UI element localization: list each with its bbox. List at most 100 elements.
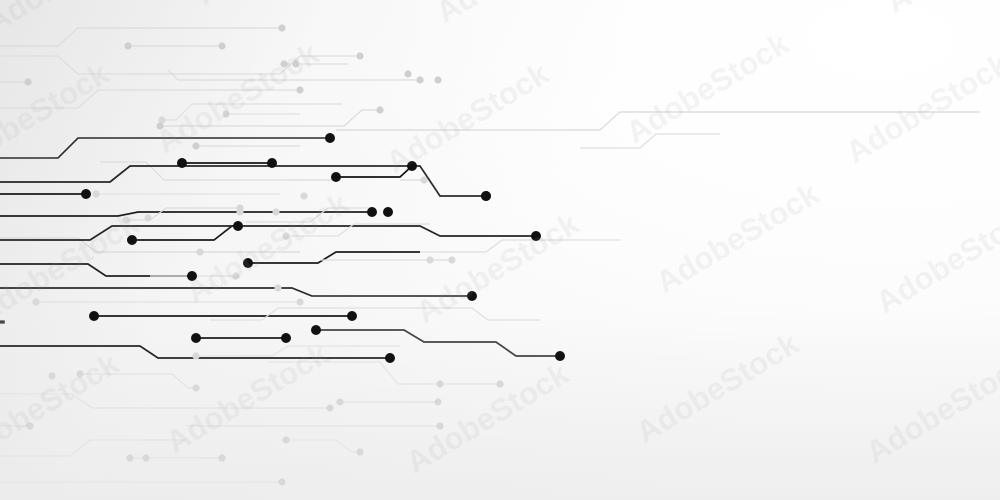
circuit-trace xyxy=(0,137,330,159)
trace-node-end xyxy=(296,298,304,306)
trace-node-start xyxy=(92,190,100,198)
trace-node-end xyxy=(232,272,240,280)
trace-node-end xyxy=(218,42,226,50)
trace-node-end xyxy=(278,24,286,32)
trace-node-start xyxy=(124,42,132,50)
circuit-trace xyxy=(316,329,560,357)
circuit-trace xyxy=(132,225,238,241)
trace-node-start xyxy=(122,216,130,224)
trace-node-end xyxy=(467,291,477,301)
trace-node-end xyxy=(496,380,504,388)
trace-node xyxy=(426,256,434,264)
circuit-trace xyxy=(0,225,536,241)
trace-group xyxy=(0,27,980,483)
trace-node-start xyxy=(331,172,341,182)
trace-node xyxy=(436,380,444,388)
trace-node-start xyxy=(280,60,288,68)
trace-node-start xyxy=(282,232,290,240)
trace-node xyxy=(481,191,491,201)
circuit-trace xyxy=(580,133,720,149)
circuit-trace xyxy=(100,161,340,181)
trace-node-end xyxy=(385,353,395,363)
trace-node-start xyxy=(192,142,200,150)
circuit-trace xyxy=(210,307,420,321)
circuit-trace xyxy=(0,287,472,297)
trace-node-start xyxy=(89,311,99,321)
trace-node xyxy=(383,207,393,217)
trace-node-end xyxy=(356,448,364,456)
trace-node-start xyxy=(282,436,290,444)
circuit-trace xyxy=(336,165,413,178)
trace-node-end xyxy=(555,351,565,361)
trace-node-end xyxy=(26,422,34,430)
trace-node-end xyxy=(192,384,200,392)
trace-node-end xyxy=(407,161,417,171)
trace-node-end xyxy=(187,271,197,281)
circuit-trace xyxy=(80,373,196,389)
trace-node-end xyxy=(296,86,304,94)
circuit-trace xyxy=(414,307,540,321)
circuit-trace xyxy=(0,27,282,47)
trace-node-start xyxy=(126,454,134,462)
trace-node-end xyxy=(24,78,32,86)
trace-node xyxy=(404,70,412,78)
trace-node-end xyxy=(267,158,277,168)
trace-node xyxy=(142,454,150,462)
trace-node xyxy=(300,192,308,200)
trace-node-start xyxy=(191,333,201,343)
circuit-trace xyxy=(0,393,330,409)
trace-node-end xyxy=(233,221,243,231)
trace-node xyxy=(48,372,56,380)
trace-node-start xyxy=(32,298,40,306)
circuit-trace xyxy=(286,439,360,453)
trace-node-end xyxy=(281,333,291,343)
trace-node-start xyxy=(177,158,187,168)
circuit-trace xyxy=(162,103,342,121)
circuit-trace xyxy=(336,111,980,131)
trace-node-end xyxy=(347,311,357,321)
circuit-trace xyxy=(0,165,250,183)
circuit-trace xyxy=(246,207,372,223)
trace-node xyxy=(274,284,282,292)
circuit-trace xyxy=(268,361,500,385)
circuit-trace xyxy=(0,345,390,359)
trace-node-end xyxy=(531,231,541,241)
trace-node-end xyxy=(420,176,428,184)
circuit-trace xyxy=(0,439,186,457)
circuit-trace xyxy=(196,345,400,357)
trace-node-start xyxy=(222,110,230,118)
trace-node xyxy=(218,454,226,462)
circuit-trace xyxy=(0,211,372,217)
trace-node-start xyxy=(192,352,200,360)
trace-node-start xyxy=(243,258,253,268)
trace-node-end xyxy=(416,76,424,84)
circuit-trace xyxy=(0,263,192,277)
node-group xyxy=(24,24,565,486)
trace-node-end xyxy=(278,478,286,486)
circuit-trace xyxy=(250,165,486,197)
trace-node-start xyxy=(158,116,166,124)
trace-node-start xyxy=(127,235,137,245)
circuit-trace xyxy=(420,239,620,253)
trace-node-end xyxy=(436,422,444,430)
watermark-side-label: Adobe Stock | #680652607 xyxy=(0,167,5,490)
trace-node-start xyxy=(311,325,321,335)
trace-node-end xyxy=(81,189,91,199)
trace-node-end xyxy=(326,404,334,412)
circuit-trace xyxy=(0,89,300,109)
trace-node xyxy=(144,214,152,222)
circuit-trace xyxy=(167,69,420,81)
trace-node xyxy=(236,208,244,216)
trace-node xyxy=(292,60,300,68)
trace-node-end xyxy=(356,52,364,60)
circuit-trace xyxy=(0,55,360,75)
circuit-trace xyxy=(248,251,420,264)
trace-node-end xyxy=(434,398,442,406)
circuit-trace xyxy=(286,223,430,237)
circuit-trace xyxy=(160,109,380,127)
trace-node-end xyxy=(367,207,377,217)
trace-node xyxy=(434,76,442,84)
trace-node-start xyxy=(76,370,84,378)
